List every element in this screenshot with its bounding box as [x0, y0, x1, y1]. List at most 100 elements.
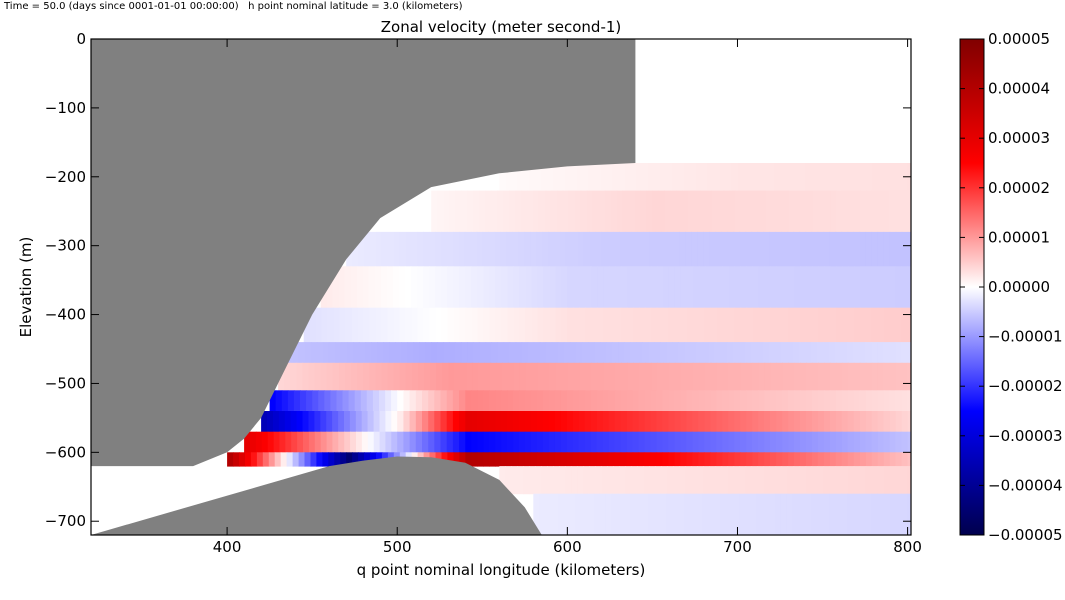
velocity-cell: [728, 390, 735, 412]
velocity-cell: [841, 307, 849, 343]
velocity-cell: [585, 307, 592, 343]
velocity-cell: [578, 452, 586, 467]
velocity-cell: [871, 431, 879, 453]
velocity-cell: [817, 231, 825, 267]
velocity-cell: [609, 362, 616, 391]
velocity-cell: [630, 342, 637, 364]
colorbar-tick-label: −0.00002: [988, 377, 1063, 395]
velocity-cell: [871, 231, 879, 267]
velocity-cell: [560, 390, 568, 412]
velocity-cell: [293, 390, 301, 412]
velocity-cell: [889, 231, 897, 267]
velocity-cell: [722, 362, 730, 391]
velocity-cell: [818, 266, 825, 309]
velocity-cell: [459, 390, 466, 412]
velocity-cell: [817, 411, 825, 433]
velocity-cell: [704, 431, 711, 453]
velocity-cell: [812, 190, 820, 233]
velocity-cell: [403, 411, 411, 433]
velocity-cell: [666, 493, 673, 535]
velocity-cell: [316, 342, 324, 364]
velocity-cell: [834, 163, 842, 192]
velocity-cell: [685, 231, 692, 267]
velocity-cell: [835, 466, 843, 495]
velocity-cell: [561, 362, 569, 391]
velocity-cell: [673, 466, 680, 495]
velocity-cell: [512, 231, 519, 267]
velocity-cell: [447, 266, 454, 309]
velocity-cell: [375, 362, 383, 391]
velocity-cell: [507, 411, 514, 433]
velocity-cell: [847, 266, 855, 309]
velocity-cell: [284, 362, 291, 391]
velocity-cell: [489, 452, 496, 467]
velocity-cell: [764, 411, 771, 433]
velocity-cell: [537, 266, 544, 309]
velocity-cell: [901, 390, 909, 412]
velocity-cell: [485, 190, 492, 233]
velocity-cell: [698, 307, 706, 343]
velocity-cell: [836, 362, 843, 391]
velocity-cell: [379, 431, 387, 453]
velocity-cell: [304, 452, 312, 467]
velocity-cell: [546, 163, 554, 192]
velocity-cell: [615, 266, 622, 309]
velocity-cell: [889, 163, 897, 192]
velocity-cell: [798, 493, 806, 535]
velocity-cell: [340, 452, 347, 467]
velocity-cell: [429, 307, 437, 343]
velocity-cell: [521, 342, 529, 364]
velocity-cell: [859, 307, 867, 343]
velocity-cell: [776, 362, 783, 391]
velocity-cell: [744, 493, 752, 535]
velocity-cell: [776, 266, 783, 309]
velocity-cell: [383, 342, 390, 364]
velocity-cell: [437, 342, 444, 364]
velocity-cell: [860, 190, 867, 233]
velocity-cell: [847, 452, 855, 467]
velocity-cell: [750, 342, 758, 364]
velocity-cell: [529, 163, 536, 192]
velocity-cell: [907, 342, 911, 364]
velocity-cell: [877, 163, 884, 192]
velocity-cell: [342, 390, 350, 412]
velocity-cell: [543, 307, 550, 343]
velocity-cell: [655, 231, 662, 267]
velocity-cell: [871, 452, 879, 467]
velocity-cell: [595, 466, 602, 495]
velocity-cell: [564, 163, 572, 192]
velocity-cell: [593, 493, 601, 535]
velocity-cell: [823, 466, 831, 495]
velocity-cell: [459, 307, 467, 343]
velocity-cell: [722, 411, 729, 433]
velocity-cell: [800, 190, 808, 233]
velocity-cell: [513, 431, 520, 453]
velocity-cell: [606, 163, 614, 192]
velocity-cell: [612, 342, 619, 364]
velocity-cell: [549, 362, 557, 391]
velocity-cell: [877, 190, 885, 233]
velocity-cell: [592, 190, 600, 233]
velocity-cell: [589, 231, 596, 267]
velocity-cell: [658, 190, 665, 233]
velocity-cell: [453, 452, 460, 467]
velocity-cell: [399, 362, 407, 391]
velocity-cell: [704, 390, 711, 412]
velocity-cell: [459, 266, 466, 309]
velocity-cell: [907, 466, 911, 495]
velocity-cell: [676, 190, 683, 233]
velocity-cell: [381, 307, 389, 343]
velocity-cell: [650, 411, 658, 433]
velocity-cell: [297, 431, 304, 453]
velocity-cell: [817, 466, 825, 495]
velocity-cell: [697, 466, 704, 495]
velocity-cell: [773, 163, 781, 192]
velocity-cell: [895, 411, 903, 433]
velocity-cell: [399, 231, 407, 267]
velocity-cell: [678, 342, 686, 364]
velocity-cell: [537, 390, 544, 412]
velocity-cell: [871, 466, 879, 495]
velocity-cell: [621, 362, 628, 391]
velocity-cell: [440, 431, 448, 453]
velocity-cell: [479, 342, 487, 364]
